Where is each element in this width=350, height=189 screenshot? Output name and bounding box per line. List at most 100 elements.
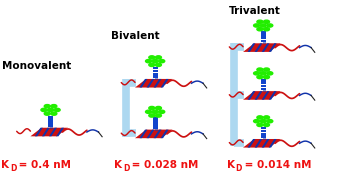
Polygon shape bbox=[35, 128, 43, 136]
Circle shape bbox=[41, 108, 47, 112]
Polygon shape bbox=[254, 91, 262, 100]
FancyBboxPatch shape bbox=[153, 126, 158, 129]
Circle shape bbox=[155, 63, 161, 67]
Text: D: D bbox=[236, 164, 242, 173]
FancyBboxPatch shape bbox=[153, 123, 158, 126]
Circle shape bbox=[260, 120, 266, 123]
FancyBboxPatch shape bbox=[153, 75, 158, 78]
FancyBboxPatch shape bbox=[261, 85, 266, 87]
Circle shape bbox=[254, 72, 260, 75]
Polygon shape bbox=[147, 130, 154, 138]
FancyBboxPatch shape bbox=[48, 119, 53, 121]
FancyBboxPatch shape bbox=[261, 40, 266, 42]
Polygon shape bbox=[139, 130, 147, 138]
FancyBboxPatch shape bbox=[261, 37, 266, 40]
FancyBboxPatch shape bbox=[153, 70, 158, 72]
Polygon shape bbox=[139, 79, 147, 88]
Text: = 0.4 nM: = 0.4 nM bbox=[15, 160, 71, 170]
Polygon shape bbox=[30, 128, 68, 136]
Circle shape bbox=[155, 114, 161, 117]
Circle shape bbox=[51, 112, 57, 115]
Circle shape bbox=[146, 110, 152, 113]
Polygon shape bbox=[243, 139, 281, 148]
Text: Trivalent: Trivalent bbox=[229, 6, 281, 16]
FancyBboxPatch shape bbox=[261, 34, 266, 37]
FancyBboxPatch shape bbox=[48, 121, 53, 124]
Polygon shape bbox=[154, 130, 161, 138]
Circle shape bbox=[159, 110, 165, 113]
FancyBboxPatch shape bbox=[261, 88, 266, 90]
FancyBboxPatch shape bbox=[261, 82, 266, 84]
Polygon shape bbox=[135, 130, 173, 138]
Circle shape bbox=[257, 75, 263, 79]
Polygon shape bbox=[262, 139, 270, 148]
Text: D: D bbox=[123, 164, 130, 173]
Polygon shape bbox=[135, 79, 173, 88]
Circle shape bbox=[257, 68, 263, 71]
Text: K: K bbox=[114, 160, 122, 170]
FancyBboxPatch shape bbox=[153, 120, 158, 123]
Circle shape bbox=[44, 112, 50, 115]
Polygon shape bbox=[161, 79, 169, 88]
Circle shape bbox=[48, 108, 54, 112]
Circle shape bbox=[257, 28, 263, 31]
Text: Bivalent: Bivalent bbox=[111, 31, 159, 41]
Polygon shape bbox=[254, 139, 262, 148]
Text: D: D bbox=[10, 164, 17, 173]
Circle shape bbox=[152, 110, 158, 113]
Circle shape bbox=[267, 72, 273, 75]
Circle shape bbox=[149, 114, 155, 117]
Polygon shape bbox=[254, 43, 262, 52]
Polygon shape bbox=[247, 43, 256, 52]
Circle shape bbox=[44, 105, 50, 108]
Text: K: K bbox=[226, 160, 235, 170]
Circle shape bbox=[257, 20, 263, 23]
Polygon shape bbox=[269, 91, 276, 100]
Polygon shape bbox=[262, 91, 270, 100]
FancyBboxPatch shape bbox=[153, 73, 158, 75]
FancyBboxPatch shape bbox=[48, 116, 53, 118]
Polygon shape bbox=[161, 130, 169, 138]
Polygon shape bbox=[49, 128, 57, 136]
Circle shape bbox=[264, 116, 270, 119]
FancyBboxPatch shape bbox=[48, 124, 53, 127]
Circle shape bbox=[257, 123, 263, 126]
Polygon shape bbox=[269, 43, 276, 52]
Circle shape bbox=[264, 20, 270, 23]
Circle shape bbox=[51, 105, 57, 108]
Polygon shape bbox=[262, 43, 270, 52]
FancyBboxPatch shape bbox=[261, 127, 266, 129]
FancyBboxPatch shape bbox=[261, 31, 266, 34]
Polygon shape bbox=[243, 43, 281, 52]
Text: = 0.014 nM: = 0.014 nM bbox=[240, 160, 311, 170]
Polygon shape bbox=[56, 128, 64, 136]
Circle shape bbox=[155, 106, 161, 110]
Circle shape bbox=[264, 75, 270, 79]
Circle shape bbox=[54, 108, 60, 112]
FancyBboxPatch shape bbox=[261, 136, 266, 138]
Polygon shape bbox=[42, 128, 50, 136]
Text: K: K bbox=[1, 160, 9, 170]
FancyBboxPatch shape bbox=[153, 118, 158, 120]
FancyBboxPatch shape bbox=[261, 133, 266, 135]
Polygon shape bbox=[243, 91, 281, 100]
Circle shape bbox=[264, 28, 270, 31]
FancyBboxPatch shape bbox=[153, 67, 158, 69]
Circle shape bbox=[264, 68, 270, 71]
Circle shape bbox=[267, 120, 273, 123]
Polygon shape bbox=[247, 139, 256, 148]
Circle shape bbox=[257, 116, 263, 119]
Polygon shape bbox=[147, 79, 154, 88]
Circle shape bbox=[149, 63, 155, 67]
FancyBboxPatch shape bbox=[261, 130, 266, 132]
Text: = 0.028 nM: = 0.028 nM bbox=[128, 160, 198, 170]
Text: Monovalent: Monovalent bbox=[2, 61, 72, 71]
Polygon shape bbox=[154, 79, 161, 88]
Circle shape bbox=[260, 24, 266, 27]
Circle shape bbox=[264, 123, 270, 126]
Circle shape bbox=[155, 56, 161, 59]
Circle shape bbox=[152, 60, 158, 63]
Circle shape bbox=[146, 60, 152, 63]
Circle shape bbox=[149, 106, 155, 110]
Circle shape bbox=[254, 120, 260, 123]
